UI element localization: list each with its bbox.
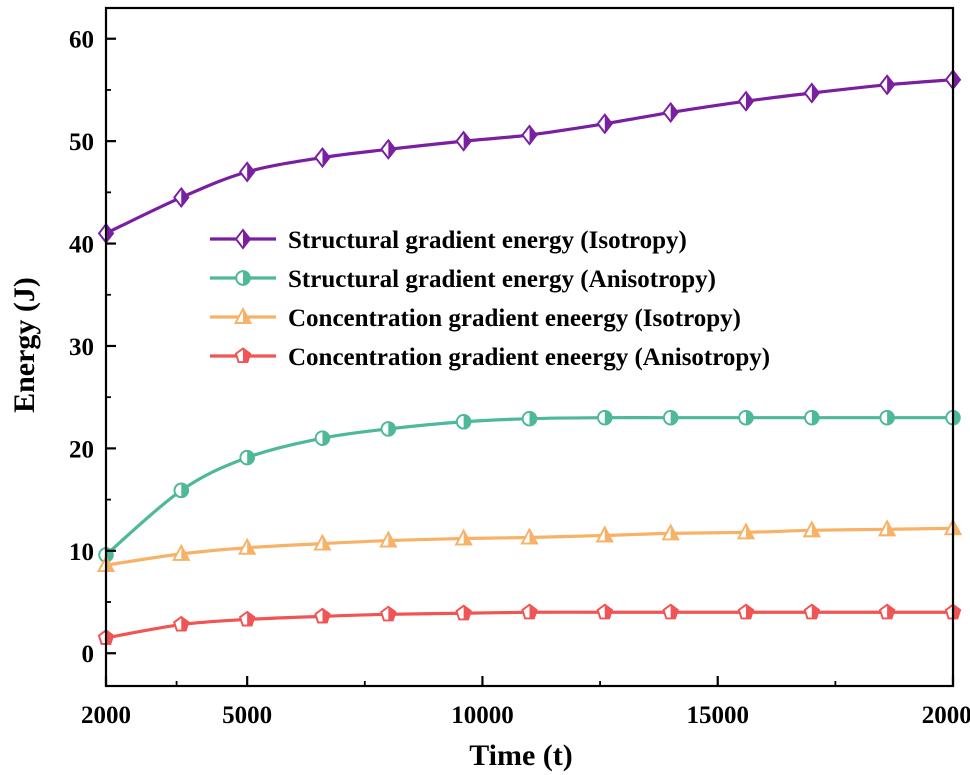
data-point [662,102,679,123]
y-tick-label: 10 [69,539,94,566]
legend-item: Structural gradient energy (Isotropy) [210,227,687,254]
data-point [172,543,191,561]
legend-item: Concentration gradient eneergy (Isotropy… [210,305,741,332]
x-tick-label: 5000 [222,702,272,729]
data-point [737,603,755,620]
legend-marker [235,270,251,286]
data-point [662,603,679,620]
legend-label: Structural gradient energy (Anisotropy) [288,266,716,293]
data-point [803,82,820,104]
data-point [520,527,539,545]
data-point [879,409,895,426]
data-point [455,130,472,152]
data-point [314,430,331,446]
y-tick-label: 20 [69,436,94,463]
data-point [455,604,472,621]
data-point [597,409,613,426]
data-point [661,523,680,541]
series-line [105,78,954,235]
data-point [380,421,397,437]
legend: Structural gradient energy (Isotropy) Str… [210,227,770,371]
data-point [596,113,613,135]
data-point [878,603,896,620]
data-point [521,603,538,620]
data-point [804,409,820,426]
legend-marker [234,228,252,250]
y-tick-label: 30 [69,334,94,361]
plot-content [96,69,963,645]
x-tick-label: 20000 [922,702,970,729]
data-point [521,410,538,427]
data-point [455,414,472,430]
data-point [173,615,190,632]
series-2 [98,409,961,563]
data-point [239,161,256,183]
data-point [595,525,614,543]
data-point [521,124,538,146]
axes: 0 10 20 30 40 50 60 2000 5000 10000 15000 20000 [69,6,970,729]
data-point [878,74,896,96]
data-point [738,409,754,426]
y-tick-label: 0 [82,641,95,668]
legend-label: Concentration gradient eneergy (Isotropy… [288,305,741,332]
data-point [238,537,257,555]
data-point [596,603,613,620]
x-tick-label: 15000 [686,702,749,729]
data-point [737,90,755,112]
series-4 [97,603,962,645]
data-point [736,522,755,540]
data-point [313,533,332,551]
data-point [239,449,255,466]
legend-item: Structural gradient energy (Anisotropy) [210,266,716,293]
y-tick-label: 40 [69,232,94,259]
data-point [314,147,331,168]
legend-label: Structural gradient energy (Isotropy) [288,227,687,254]
data-point [379,530,398,548]
legend-marker [233,307,253,324]
data-point [878,519,897,537]
y-axis-title: Energy (J) [8,277,41,413]
data-point [662,409,679,426]
x-axis-title: Time (t) [469,739,573,772]
legend-label: Concentration gradient eneergy (Anisotro… [288,344,770,371]
data-point [802,520,821,538]
series-3 [96,518,963,573]
y-tick-label: 50 [69,129,94,156]
data-point [173,187,190,208]
y-tick-label: 60 [69,27,94,54]
legend-marker [234,347,252,363]
series-1 [97,69,962,244]
x-tick-label: 10000 [451,702,514,729]
data-point [380,138,397,160]
legend-item: Concentration gradient eneergy (Anisotro… [210,344,770,371]
data-point [239,610,256,627]
data-point [454,528,473,546]
x-tick-label: 2000 [81,702,131,729]
data-point [803,603,820,620]
data-point [380,605,397,622]
data-point [173,482,189,499]
data-point [314,607,331,624]
